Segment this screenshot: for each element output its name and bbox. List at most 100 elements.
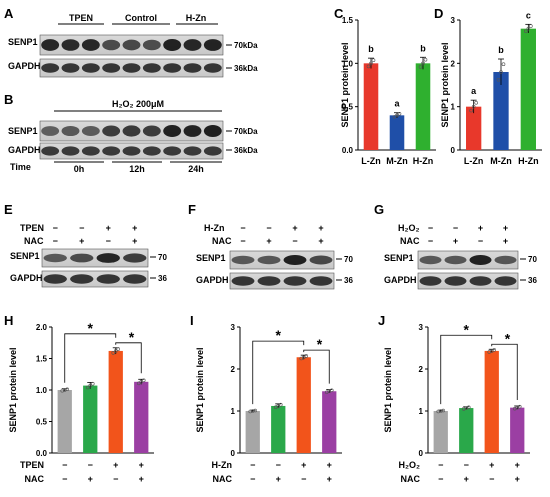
blot-band (494, 276, 517, 286)
panel-letter: J (378, 313, 385, 328)
condition-sign: − (250, 474, 255, 484)
panel-e-gapdh-blot (41, 270, 149, 288)
panel-f-row-1: H-Zn (204, 223, 225, 233)
condition-sign: − (453, 223, 458, 233)
panel-f-band-senp1: SENP1 (196, 253, 226, 263)
chart-h: H 0.0 0.5 1.0 1.5 2.0 SENP1 protein level * * TPE… (4, 313, 154, 484)
category-label: H-Zn (413, 156, 434, 166)
data-point (464, 406, 469, 410)
condition-sign: − (489, 474, 494, 484)
data-point (517, 404, 522, 409)
y-tick-label: 2.0 (36, 323, 48, 332)
data-point (499, 70, 503, 74)
blot-band (61, 125, 80, 137)
bar (484, 350, 499, 453)
condition-label: NAC (401, 474, 421, 484)
condition-sign: + (276, 474, 281, 484)
condition-sign: + (106, 223, 111, 233)
chart-i: I 0 1 2 3 SENP1 protein level * * H-Zn − − + + NAC − + −… (190, 313, 342, 484)
condition-sign: + (464, 474, 469, 484)
condition-sign: − (240, 236, 245, 246)
condition-label: NAC (25, 474, 45, 484)
significance-letter: b (498, 45, 504, 55)
blot-band (444, 276, 467, 286)
data-point (250, 409, 255, 413)
condition-sign: + (515, 460, 520, 470)
blot-band (283, 276, 307, 286)
significance-star: * (88, 320, 94, 336)
blot-band (41, 126, 60, 136)
blot-band (102, 63, 121, 73)
category-label: M-Zn (386, 156, 408, 166)
panel-b-gapdh-blot (39, 142, 224, 160)
significance-star: * (505, 330, 511, 346)
condition-sign: + (79, 236, 84, 246)
data-point (441, 408, 446, 413)
condition-sign: + (139, 460, 144, 470)
panel-letter: C (334, 6, 344, 21)
panel-f-letter: F (188, 202, 196, 217)
data-point (466, 405, 471, 410)
panel-b-row-senp1: SENP1 (8, 126, 38, 136)
data-point (329, 388, 334, 393)
panel-e-band-gapdh: GAPDH (10, 273, 43, 283)
panel-e-mw-36: 36 (158, 274, 167, 283)
y-tick-label: 0 (231, 449, 236, 458)
condition-label: H-Zn (212, 460, 233, 470)
data-point (139, 380, 144, 384)
panel-g-signs: − − + + − + − + (428, 223, 508, 246)
panel-b-senp1-blot (39, 120, 224, 142)
condition-sign: + (478, 223, 483, 233)
blot-membrane (229, 250, 335, 270)
significance-star: * (464, 321, 470, 337)
significance-letter: a (471, 86, 477, 96)
blot-band (203, 146, 222, 156)
data-point (392, 115, 397, 119)
blot-band (81, 63, 100, 73)
condition-label: NAC (213, 474, 233, 484)
category-label: L-Zn (464, 156, 484, 166)
bar (108, 350, 123, 453)
condition-label: H₂O₂ (399, 460, 421, 470)
blot-band (123, 253, 147, 263)
condition-sign: + (503, 236, 508, 246)
panel-g-band-senp1: SENP1 (384, 253, 414, 263)
panel-e-band-senp1: SENP1 (10, 251, 40, 261)
blot-band (41, 146, 60, 156)
condition-sign: − (53, 236, 58, 246)
condition-sign: + (88, 474, 93, 484)
data-point (474, 100, 478, 105)
data-point (371, 58, 376, 63)
panel-f-row-2: NAC (212, 236, 232, 246)
y-tick-label: 0.0 (342, 146, 354, 155)
bar (83, 385, 98, 453)
bar (363, 63, 379, 151)
significance-bracket (440, 334, 493, 405)
condition-sign: − (240, 223, 245, 233)
condition-sign: − (428, 223, 433, 233)
panel-g-gapdh-blot (417, 272, 519, 290)
blot-band (444, 255, 467, 265)
blot-band (257, 276, 281, 286)
blot-band (494, 255, 517, 265)
data-point (141, 378, 146, 383)
panel-b-treatment: H₂O₂ 200μM (112, 99, 164, 109)
y-tick-label: 2 (231, 365, 236, 374)
bar (389, 115, 405, 150)
condition-sign: + (301, 460, 306, 470)
y-tick-label: 1.0 (342, 59, 354, 68)
bar (493, 72, 509, 150)
blot-membrane (41, 270, 149, 288)
bar (322, 391, 337, 453)
bar (459, 408, 474, 453)
significance-star: * (317, 336, 323, 352)
blot-band (183, 146, 202, 156)
condition-sign: − (62, 460, 67, 470)
data-point (60, 388, 65, 393)
blot-band (309, 276, 333, 286)
data-point (116, 347, 121, 351)
bar (415, 63, 431, 151)
chart-d: D 0 1 2 3 SENP1 protein level a L-Zn b M-Zn c H-Zn (434, 6, 542, 166)
blot-band (41, 39, 60, 51)
